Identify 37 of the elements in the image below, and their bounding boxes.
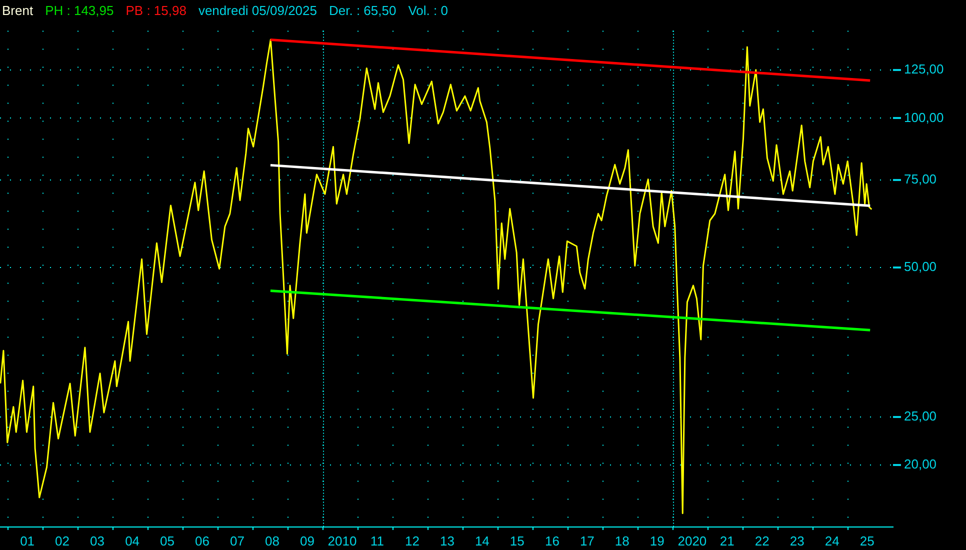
text: PH : 143,95 — [45, 2, 114, 18]
x-tick-label: 23 — [790, 533, 804, 548]
y-tick-label: 20,00 — [904, 456, 937, 472]
x-tick-label: 18 — [614, 533, 630, 548]
y-tick-label: 25,00 — [904, 408, 937, 424]
x-tick-label: 2010 — [328, 533, 357, 548]
x-tick-label: 21 — [720, 533, 734, 548]
y-tick-label: 125,00 — [904, 62, 944, 77]
x-tick-label: 15 — [510, 533, 524, 548]
x-tick-label: 17 — [580, 533, 594, 548]
x-tick-label: 14 — [474, 533, 490, 548]
x-tick-label: 13 — [440, 533, 454, 548]
x-tick-label: 06 — [195, 533, 210, 548]
x-tick-label: 11 — [370, 533, 384, 548]
y-tick-label: 100,00 — [904, 110, 944, 125]
y-tick-label: 75,00 — [904, 172, 937, 187]
x-tick-label: 02 — [55, 533, 70, 548]
x-tick-label: 12 — [405, 533, 420, 548]
x-tick-label: 19 — [650, 533, 664, 548]
text: vendredi 05/09/2025 — [198, 2, 317, 18]
x-tick-label: 09 — [300, 533, 314, 548]
x-tick-label: 24 — [824, 533, 840, 548]
x-tick-label: 2020 — [678, 533, 707, 548]
text: Der. : 65,50 — [329, 2, 396, 18]
x-tick-label: 05 — [160, 533, 175, 548]
x-tick-label: 04 — [125, 533, 140, 548]
x-tick-label: 16 — [544, 533, 560, 548]
text: PB : 15,98 — [126, 2, 186, 18]
x-tick-label: 03 — [90, 533, 104, 548]
chart-title: Brent — [2, 2, 34, 18]
x-tick-label: 22 — [754, 533, 770, 548]
y-tick-label: 50,00 — [904, 259, 937, 274]
x-tick-label: 07 — [230, 533, 244, 548]
x-tick-label: 08 — [265, 533, 280, 548]
x-tick-label: 01 — [20, 533, 35, 548]
x-tick-label: 25 — [860, 533, 874, 548]
text: Vol. : 0 — [408, 2, 448, 18]
